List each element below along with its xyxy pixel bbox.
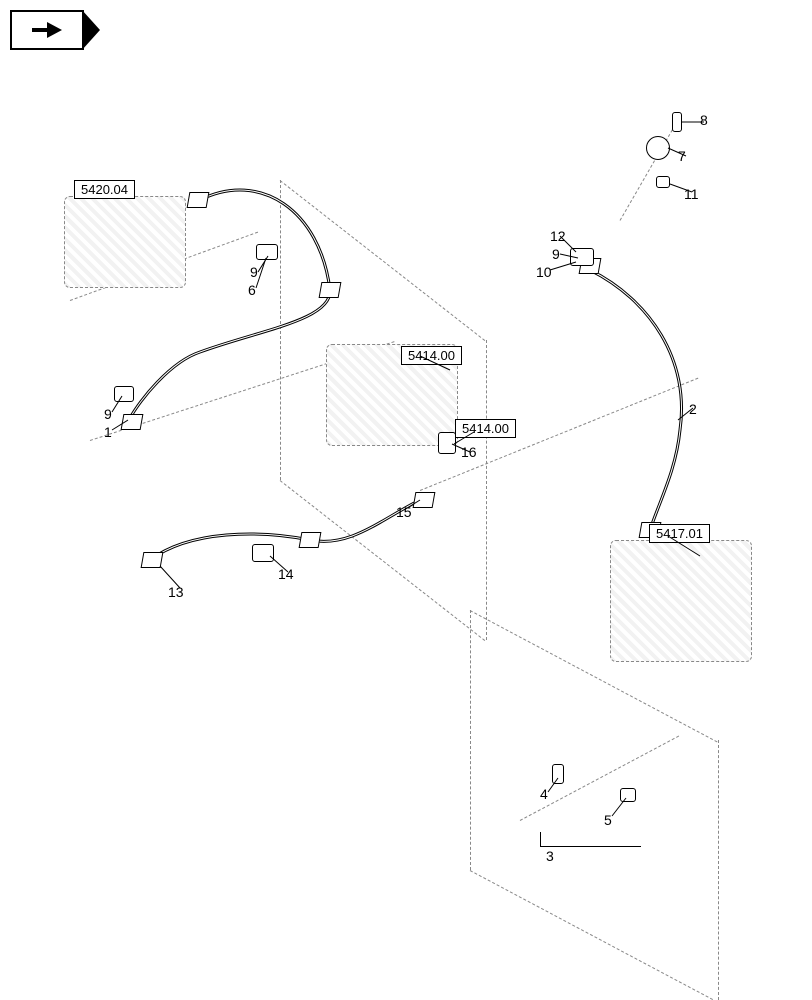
callout-number: 9 bbox=[552, 246, 560, 262]
diagram-canvas: 5420.04 5414.00 5414.00 5417.01 bbox=[0, 0, 812, 1000]
callout-number: 7 bbox=[678, 148, 686, 164]
callout-number: 8 bbox=[700, 112, 708, 128]
callout-number: 13 bbox=[168, 584, 184, 600]
callout-number: 15 bbox=[396, 504, 412, 520]
callout-number: 14 bbox=[278, 566, 294, 582]
callout-number: 2 bbox=[689, 401, 697, 417]
callout-number: 11 bbox=[684, 186, 699, 202]
callout-number: 16 bbox=[461, 444, 477, 460]
group-bracket bbox=[540, 832, 641, 847]
callout-number: 9 bbox=[104, 406, 112, 422]
callout-number: 10 bbox=[536, 264, 552, 280]
callout-number: 12 bbox=[550, 228, 566, 244]
callout-number: 9 bbox=[250, 264, 258, 280]
callout-number: 4 bbox=[540, 786, 548, 802]
callout-number: 6 bbox=[248, 282, 256, 298]
callout-number: 5 bbox=[604, 812, 612, 828]
callout-number: 1 bbox=[104, 424, 112, 440]
leader-lines bbox=[0, 0, 812, 1000]
callout-number: 3 bbox=[546, 848, 554, 864]
